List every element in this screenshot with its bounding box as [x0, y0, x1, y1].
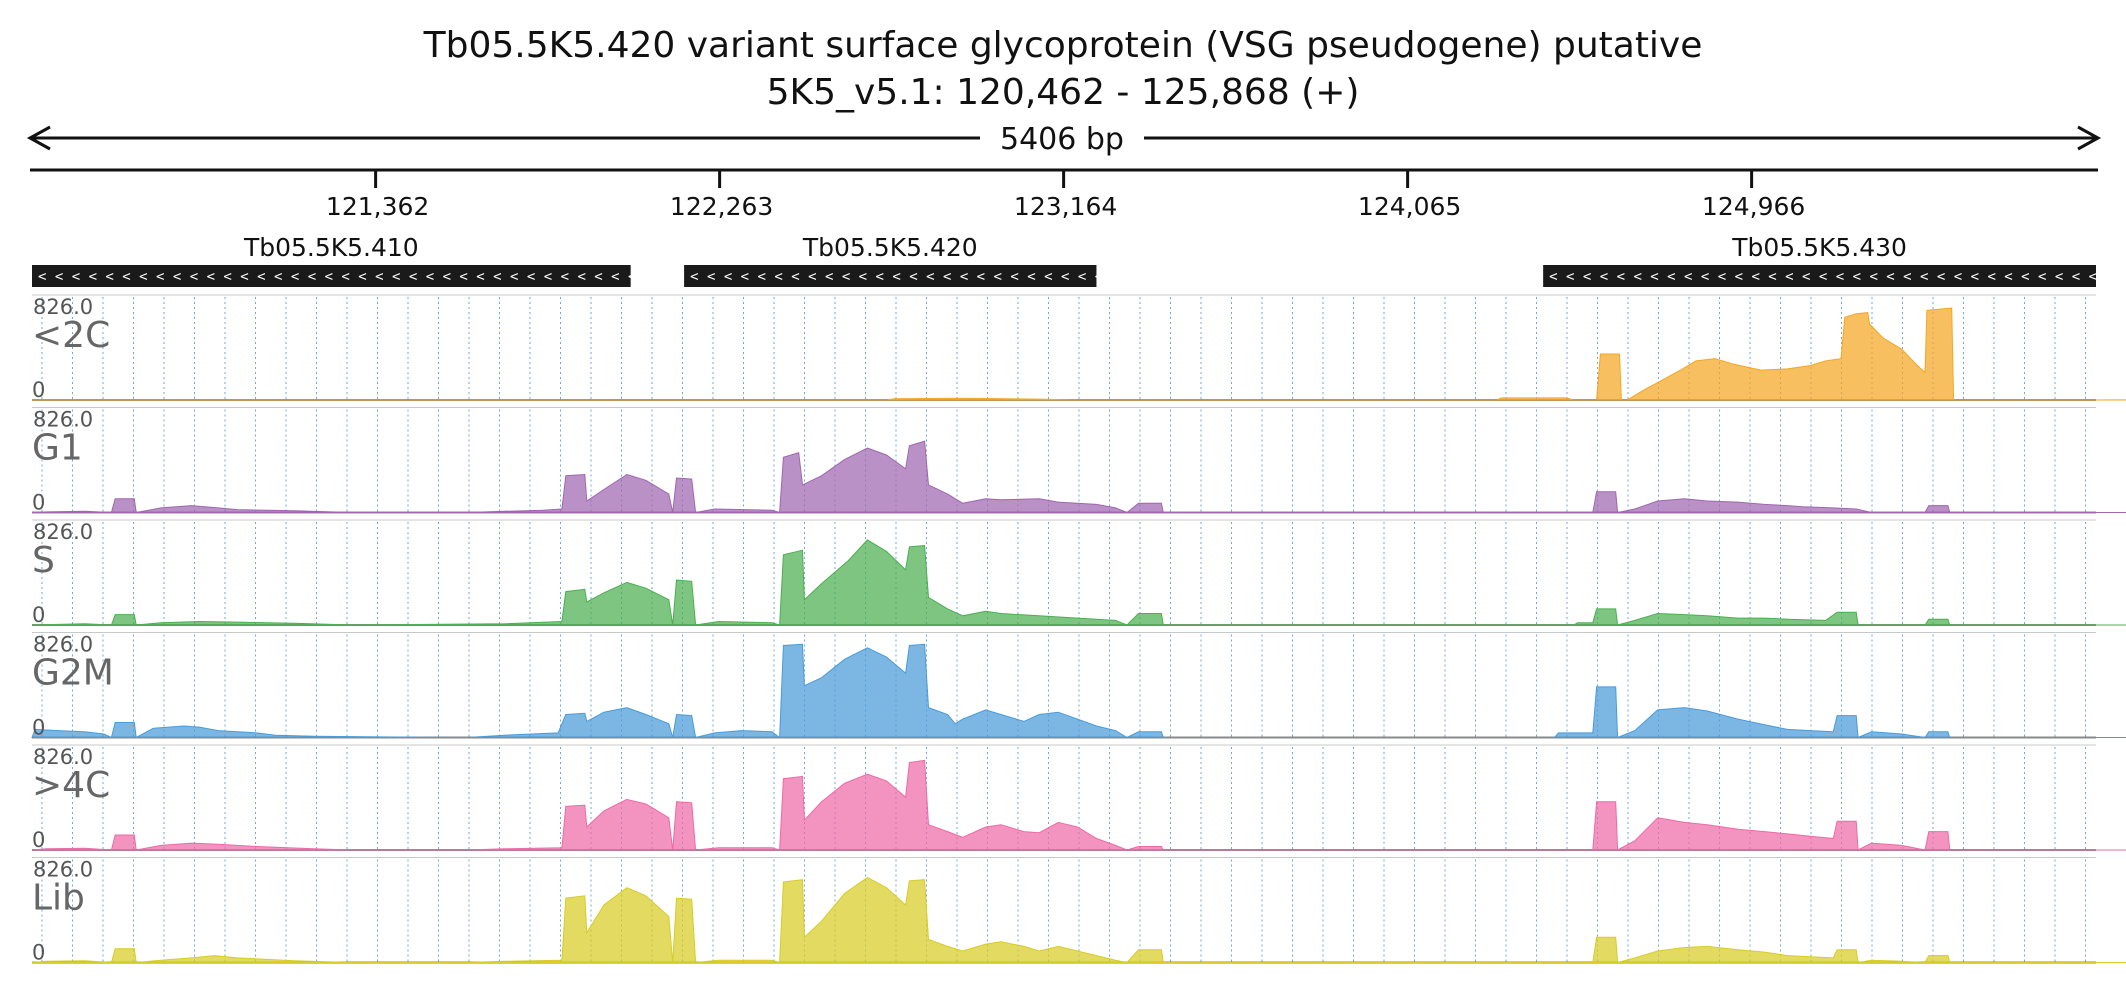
track-max-label: 826.0 — [33, 295, 93, 319]
gene-label: Tb05.5K5.420 — [802, 233, 978, 262]
gene-box — [1543, 265, 2096, 287]
track-0: 826.0<2C 0 — [32, 294, 2126, 402]
coverage-area — [31, 759, 2126, 851]
coverage-area — [31, 440, 2126, 514]
coverage-tracks: 826.0<2C0826.0G10826.0S0826.0G2M0826.0>4… — [31, 294, 2126, 965]
track-max-label: 826.0 — [33, 745, 93, 769]
gene-box — [684, 265, 1097, 287]
x-tick-label: 122,263 — [670, 192, 773, 221]
track-zero-label: 0 — [32, 828, 45, 852]
track-zero-label: 0 — [32, 603, 45, 627]
track-1: 826.0G1 0 — [31, 407, 2126, 515]
track-max-label: 826.0 — [33, 408, 93, 432]
x-tick-label: 121,362 — [326, 192, 429, 221]
track-max-label: 826.0 — [33, 520, 93, 544]
track-name: G1 — [32, 428, 83, 469]
track-zero-label: 0 — [32, 378, 45, 402]
track-name: G2M — [32, 653, 114, 694]
arrow-left-icon — [26, 125, 51, 151]
gene-box — [32, 265, 631, 287]
x-tick-label: 124,966 — [1702, 192, 1805, 221]
coverage-area — [31, 876, 2126, 964]
x-tick-label: 124,065 — [1358, 192, 1461, 221]
span-ruler: 5406 bp — [26, 122, 2102, 157]
track-2: 826.0S 0 — [31, 519, 2126, 627]
track-zero-label: 0 — [32, 941, 45, 965]
strand-arrows: < < < < < < < < < < < < < < < < < < < < … — [1549, 269, 2097, 285]
coverage-area — [32, 307, 2126, 401]
track-4: 826.0>4C 0 — [31, 744, 2126, 852]
x-tick-label: 123,164 — [1014, 192, 1117, 221]
gene-track: Tb05.5K5.410 < < < < < < < < < < < < < < … — [32, 233, 2097, 287]
track-name: <2C — [32, 315, 110, 356]
track-zero-label: 0 — [32, 491, 45, 515]
chart-subtitle: 5K5_v5.1: 120,462 - 125,868 (+) — [767, 72, 1360, 113]
gene-label: Tb05.5K5.430 — [1731, 233, 1907, 262]
track-name: >4C — [32, 765, 110, 806]
strand-arrows: < < < < < < < < < < < < < < < < < < < < … — [690, 269, 1103, 285]
arrow-right-icon — [2077, 125, 2102, 151]
coordinate-ticks: 121,362 122,263 123,164 124,065 124,966 — [326, 170, 1805, 221]
strand-arrows: < < < < < < < < < < < < < < < < < < < < … — [38, 269, 636, 285]
track-name: Lib — [32, 878, 85, 919]
track-zero-label: 0 — [32, 716, 45, 740]
coverage-area — [31, 539, 2126, 626]
chart-title: Tb05.5K5.420 variant surface glycoprotei… — [423, 25, 1703, 66]
span-label: 5406 bp — [1000, 122, 1124, 157]
track-max-label: 826.0 — [33, 633, 93, 657]
track-name: S — [32, 540, 55, 581]
coverage-area — [31, 643, 2126, 739]
track-max-label: 826.0 — [33, 858, 93, 882]
gene-label: Tb05.5K5.410 — [243, 233, 419, 262]
